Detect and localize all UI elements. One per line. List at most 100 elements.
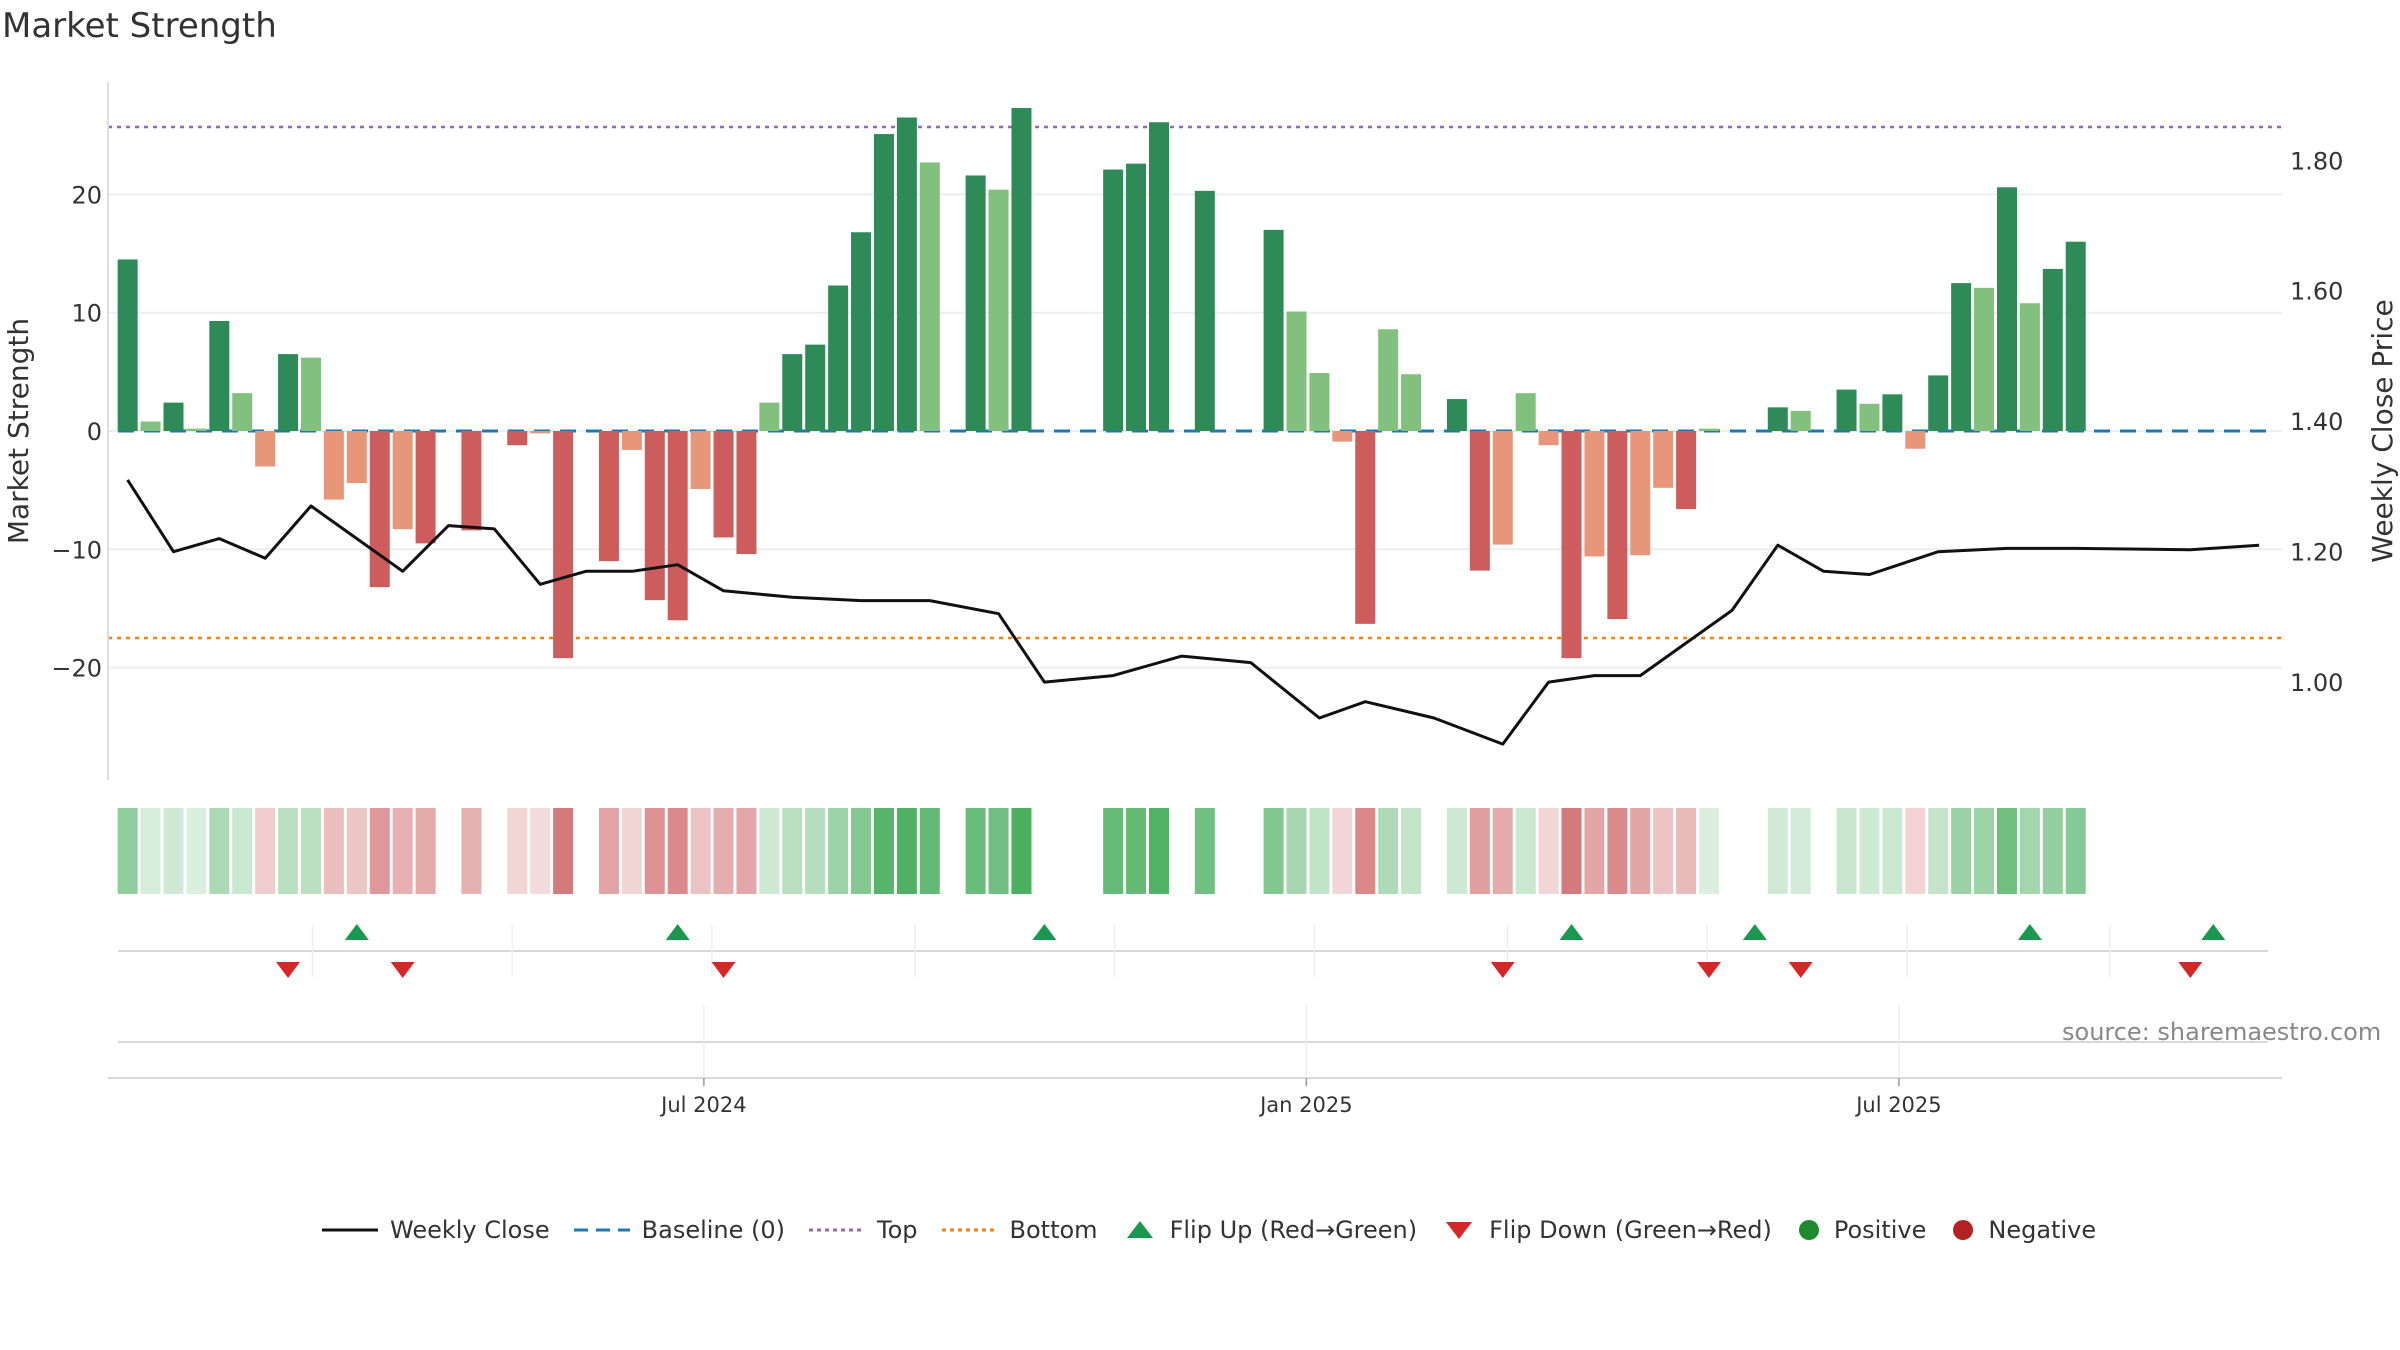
heat-cell xyxy=(1309,808,1330,894)
flip-up-marker xyxy=(665,924,690,940)
heat-cell xyxy=(1928,808,1949,894)
strength-bar xyxy=(346,431,367,484)
heat-cell xyxy=(667,808,688,894)
heat-cell xyxy=(1836,808,1857,894)
legend-item-flip-down[interactable]: Flip Down (Green→Red) xyxy=(1439,1216,1772,1244)
y-left-tick-label: 10 xyxy=(71,300,102,328)
heat-cell xyxy=(873,808,894,894)
heat-cell xyxy=(2065,808,2086,894)
strength-bar xyxy=(1378,329,1399,431)
legend-item-negative[interactable]: Negative xyxy=(1948,1216,2096,1244)
legend-item-baseline[interactable]: Baseline (0) xyxy=(572,1216,785,1244)
legend-item-positive[interactable]: Positive xyxy=(1794,1216,1926,1244)
strength-bar xyxy=(1355,431,1376,624)
y-right-axis-title: Weekly Close Price xyxy=(2366,299,2399,562)
y-left-tick-label: −10 xyxy=(51,536,102,564)
legend-item-weekly-close[interactable]: Weekly Close xyxy=(320,1216,550,1244)
heat-cell xyxy=(1974,808,1995,894)
strength-bar xyxy=(1148,122,1169,432)
circle-icon xyxy=(1798,1220,1819,1240)
strength-bar xyxy=(736,431,757,555)
heat-cell xyxy=(369,808,390,894)
y-left-tick-label: 0 xyxy=(87,418,102,446)
heat-cell xyxy=(1951,808,1972,894)
heat-cell xyxy=(1103,808,1124,894)
legend-item-bottom[interactable]: Bottom xyxy=(940,1216,1098,1244)
heat-cell xyxy=(1355,808,1376,894)
strength-bar xyxy=(1286,311,1307,431)
strength-bar xyxy=(415,431,436,544)
heat-cell xyxy=(117,808,138,894)
flip-markers xyxy=(118,924,2268,978)
heat-cell xyxy=(1446,808,1467,894)
heat-cell xyxy=(1126,808,1147,894)
heat-cell xyxy=(1194,808,1215,894)
strength-bar xyxy=(1928,375,1949,431)
strength-bar xyxy=(621,431,642,450)
strength-bar xyxy=(2019,303,2040,431)
heat-cell xyxy=(1584,808,1605,894)
heat-cell xyxy=(690,808,711,894)
heat-cell xyxy=(1263,808,1284,894)
strength-bar xyxy=(1905,431,1926,449)
heat-cell xyxy=(392,808,413,894)
legend-dotted-line-icon xyxy=(941,1228,998,1232)
strength-bar xyxy=(782,354,803,431)
heat-cell xyxy=(346,808,367,894)
heat-cell xyxy=(140,808,161,894)
strength-bar xyxy=(186,428,207,431)
strength-heat-strip xyxy=(117,808,2086,894)
strength-bar xyxy=(851,232,872,431)
strength-bar xyxy=(828,285,849,431)
legend-item-flip-up[interactable]: Flip Up (Red→Green) xyxy=(1120,1216,1418,1244)
legend-item-top[interactable]: Top xyxy=(807,1216,918,1244)
strength-bar xyxy=(553,431,574,659)
strength-bar xyxy=(1859,403,1880,431)
strength-bar xyxy=(896,117,917,432)
x-tick-label: Jul 2025 xyxy=(1854,1093,1941,1117)
legend-dotted-line-icon xyxy=(809,1228,866,1232)
strength-bar xyxy=(644,431,665,601)
y-left-axis-title: Market Strength xyxy=(2,318,35,544)
strength-bars xyxy=(117,108,2086,659)
strength-bar xyxy=(1263,229,1284,431)
heat-cell xyxy=(805,808,826,894)
heat-cell xyxy=(1469,808,1490,894)
strength-bar xyxy=(2042,268,2063,431)
strength-bar xyxy=(1469,431,1490,571)
strength-bar xyxy=(278,354,299,431)
heat-cell xyxy=(163,808,184,894)
strength-bar xyxy=(1561,431,1582,659)
legend: Weekly Close Baseline (0) Top Bottom Fli… xyxy=(320,1210,2118,1250)
x-tick-label: Jan 2025 xyxy=(1258,1093,1353,1117)
strength-bar xyxy=(163,402,184,431)
triangle-up-icon xyxy=(1126,1221,1153,1238)
heat-cell xyxy=(1882,808,1903,894)
strength-bar xyxy=(369,431,390,588)
heat-cell xyxy=(1699,808,1720,894)
strength-bar xyxy=(598,431,619,562)
strength-bar xyxy=(1401,374,1422,431)
heat-cell xyxy=(1378,808,1399,894)
heat-cell xyxy=(232,808,253,894)
legend-label: Flip Up (Red→Green) xyxy=(1169,1216,1418,1244)
strength-bar xyxy=(1951,283,1972,431)
y-left-tick-label: −20 xyxy=(51,655,102,683)
heat-cell xyxy=(1630,808,1651,894)
heat-cell xyxy=(1561,808,1582,894)
heat-cell xyxy=(782,808,803,894)
flip-up-marker xyxy=(2017,924,2042,940)
flip-down-marker xyxy=(276,962,301,978)
x-axis: Jul 2024 Jan 2025 Jul 2025 xyxy=(108,1005,2282,1117)
heat-cell xyxy=(1653,808,1674,894)
strength-bar xyxy=(1996,187,2017,431)
heat-cell xyxy=(1790,808,1811,894)
triangle-down-icon xyxy=(1446,1222,1473,1239)
strength-bar xyxy=(667,431,688,621)
strength-bar xyxy=(690,431,711,489)
y-left-tick-label: 20 xyxy=(71,181,102,209)
legend-label: Flip Down (Green→Red) xyxy=(1489,1216,1772,1244)
source-credit: source: sharemaestro.com xyxy=(2062,1018,2382,1046)
legend-label: Bottom xyxy=(1009,1216,1098,1244)
strength-bar xyxy=(232,393,253,431)
